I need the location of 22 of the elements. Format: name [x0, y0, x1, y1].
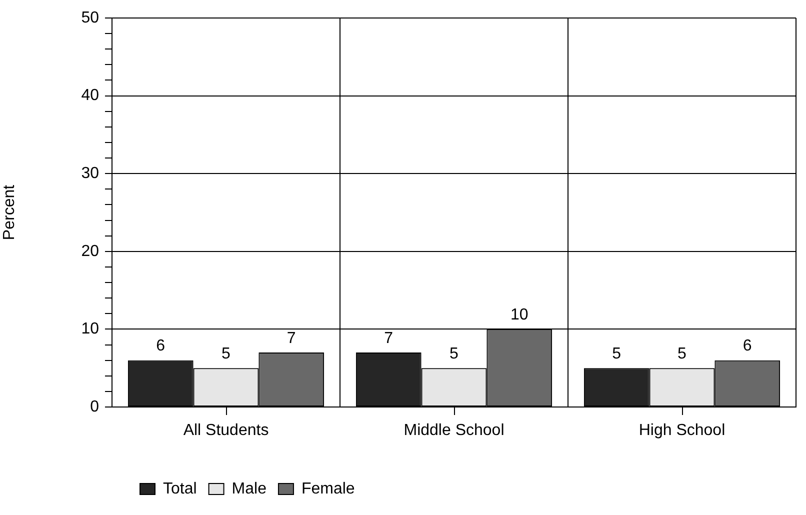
y-tick-label: 50 [81, 9, 100, 26]
data-label: 7 [286, 330, 296, 347]
legend-label: Total [163, 480, 197, 498]
x-tick-label: High School [638, 422, 726, 440]
data-label: 5 [450, 346, 459, 363]
y-tick-label: 30 [81, 165, 100, 182]
x-tick-label: Middle School [404, 422, 504, 440]
data-label: 5 [678, 346, 687, 363]
y-tick-label: 0 [90, 398, 100, 416]
data-label: 6 [742, 338, 752, 355]
x-tick-label: All Students [183, 422, 269, 440]
y-tick-label: 40 [81, 87, 100, 104]
y-tick-label: 20 [81, 242, 100, 260]
y-tick-label: 10 [81, 320, 100, 338]
legend-label: Female [301, 480, 355, 498]
data-label: 7 [384, 330, 394, 347]
y-axis-title: Percent [1, 184, 18, 240]
data-label: 5 [612, 346, 622, 363]
legend-label: Male [232, 480, 267, 498]
data-label: 10 [510, 306, 528, 324]
data-label: 5 [222, 346, 231, 363]
data-label: 6 [156, 338, 166, 355]
